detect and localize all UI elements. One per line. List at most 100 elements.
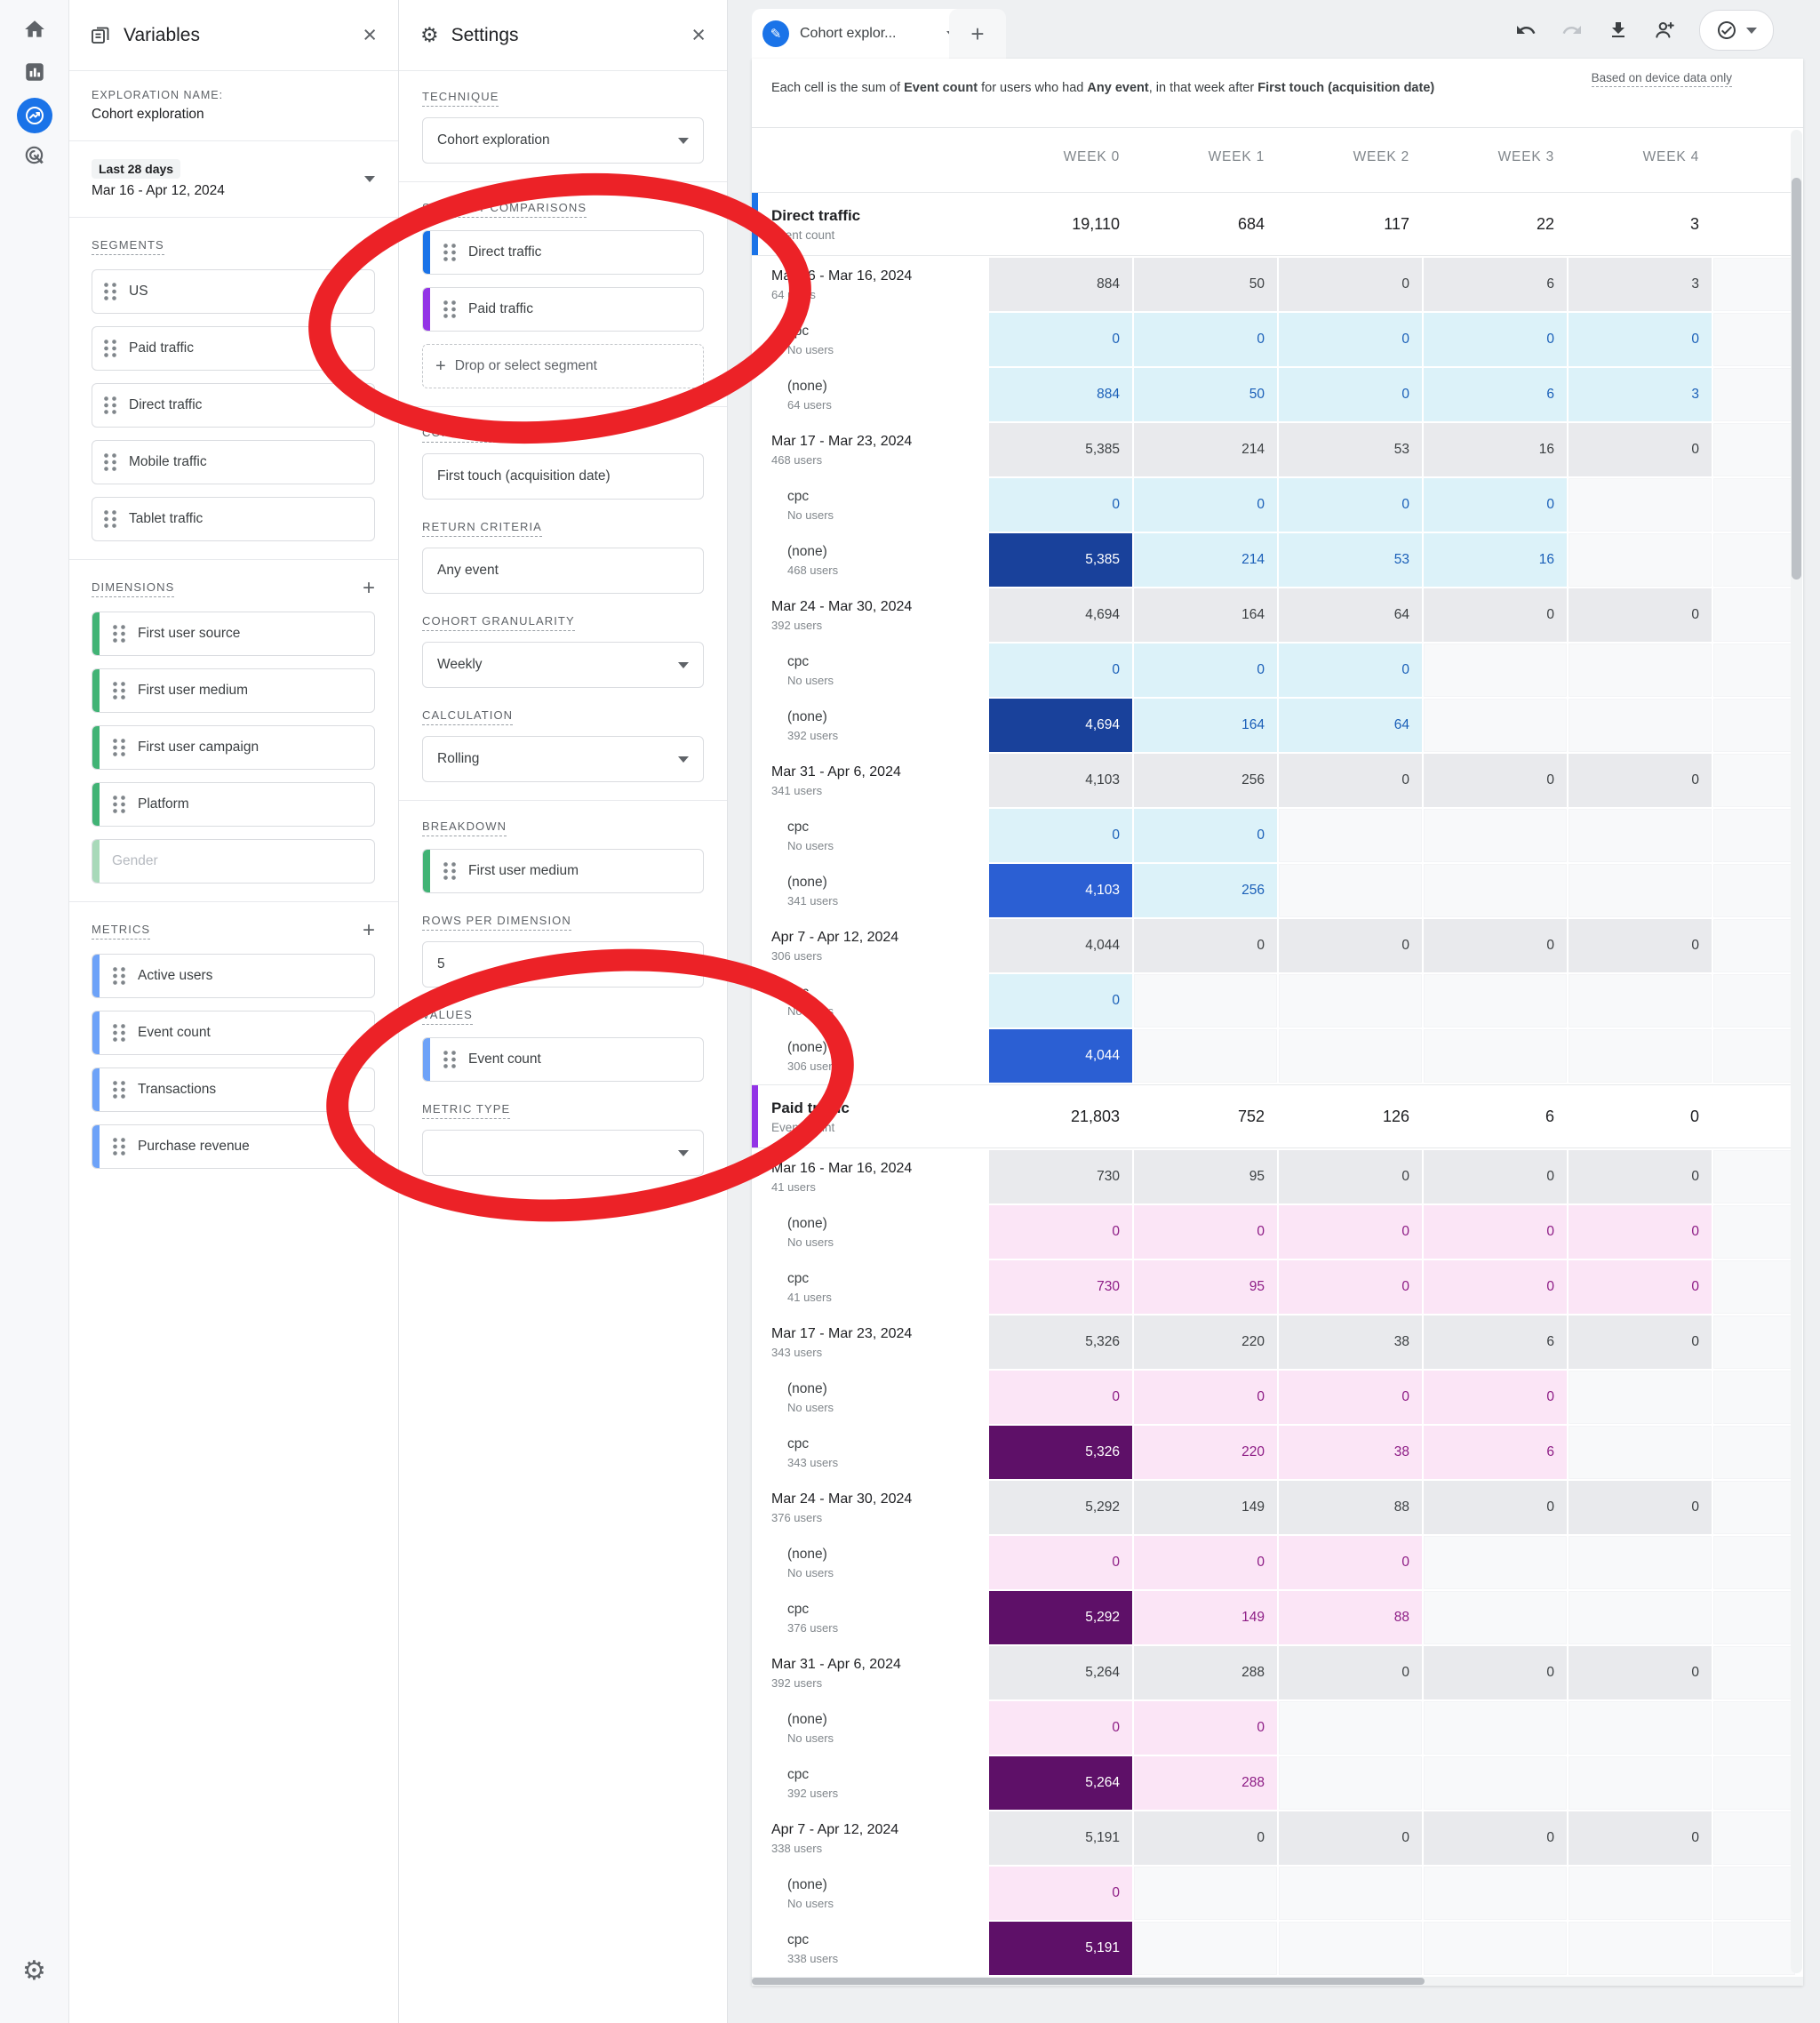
cohort-cell: 16 [1424, 423, 1567, 476]
chip-active-users[interactable]: Active users [92, 954, 375, 998]
close-settings-icon[interactable]: × [691, 21, 706, 48]
chip-color-bar [92, 1125, 100, 1168]
vertical-scrollbar[interactable] [1791, 130, 1802, 1973]
metric-type-select[interactable] [422, 1130, 704, 1176]
chip-paid-traffic[interactable]: Paid traffic [422, 287, 704, 332]
chip-color-bar [423, 850, 430, 892]
chip-platform[interactable]: Platform [92, 782, 375, 827]
chip-mobile-traffic[interactable]: Mobile traffic [92, 440, 375, 484]
filler-cell [1713, 809, 1795, 862]
cohort-cell: 4,044 [989, 1029, 1132, 1083]
drag-handle-icon[interactable] [443, 861, 457, 881]
horizontal-scrollbar-thumb[interactable] [752, 1978, 1425, 1985]
chip-first-user-campaign[interactable]: First user campaign [92, 725, 375, 770]
week-header: WEEK 0 [1063, 149, 1120, 164]
chip-first-user-medium[interactable]: First user medium [92, 668, 375, 713]
chip-first-user-medium[interactable]: First user medium [422, 849, 704, 893]
segment-metric: Event count [771, 1120, 835, 1134]
drag-handle-icon[interactable] [103, 452, 117, 472]
drag-handle-icon[interactable] [112, 624, 126, 644]
chevron-down-icon [678, 756, 689, 763]
filler-cell [1713, 1811, 1795, 1865]
add-metric-icon[interactable]: + [362, 918, 375, 942]
add-segment-icon[interactable]: + [362, 234, 375, 258]
row-label-text: Mar 17 - Mar 23, 2024 [771, 1325, 913, 1341]
chip-event-count[interactable]: Event count [92, 1011, 375, 1055]
share-with-people-icon[interactable] [1653, 19, 1676, 42]
row-label-text: (none) [787, 874, 827, 890]
drag-handle-icon[interactable] [443, 1050, 457, 1069]
drag-handle-icon[interactable] [443, 243, 457, 262]
rows-per-dimension-select[interactable]: 5 [422, 941, 704, 988]
undo-icon[interactable] [1514, 19, 1537, 42]
segment-drop-zone[interactable]: + Drop or select segment [422, 344, 704, 388]
settings-gear-icon: ⚙ [420, 23, 439, 46]
drag-handle-icon[interactable] [112, 795, 126, 814]
add-dimension-icon[interactable]: + [362, 576, 375, 600]
table-description: Each cell is the sum of Event count for … [771, 81, 1435, 95]
add-tab-button[interactable]: + [949, 9, 1006, 59]
row-label-text: (none) [787, 1711, 827, 1727]
cohort-cell: 0 [989, 1867, 1132, 1920]
drag-handle-icon[interactable] [112, 681, 126, 700]
cohort-cell [1569, 1426, 1712, 1479]
cohort-granularity-select[interactable]: Weekly [422, 642, 704, 688]
row-users-count: No users [787, 1731, 834, 1745]
cohort-cell [1424, 1756, 1567, 1810]
home-icon[interactable] [23, 18, 46, 41]
chip-us[interactable]: US [92, 269, 375, 314]
redo-icon[interactable] [1561, 19, 1584, 42]
close-variables-icon[interactable]: × [363, 21, 377, 48]
chip-purchase-revenue[interactable]: Purchase revenue [92, 1124, 375, 1169]
cohort-cell: 0 [1424, 588, 1567, 642]
row-users-count: 64 users [771, 287, 816, 301]
return-criteria-select[interactable]: Any event [422, 548, 704, 594]
drag-handle-icon[interactable] [112, 966, 126, 986]
admin-gear-icon[interactable]: ⚙ [22, 1956, 46, 1986]
chip-tablet-traffic[interactable]: Tablet traffic [92, 497, 375, 541]
drag-handle-icon[interactable] [112, 1080, 126, 1099]
vertical-scrollbar-thumb[interactable] [1792, 178, 1801, 580]
chip-transactions[interactable]: Transactions [92, 1067, 375, 1112]
cohort-cell [1569, 1371, 1712, 1424]
date-range-picker[interactable]: Last 28 days Mar 16 - Apr 12, 2024 [68, 141, 398, 218]
drag-handle-icon[interactable] [103, 282, 117, 301]
chip-direct-traffic[interactable]: Direct traffic [422, 230, 704, 275]
filler-cell [1713, 1646, 1795, 1699]
drag-handle-icon[interactable] [103, 396, 117, 415]
technique-select[interactable]: Cohort exploration [422, 117, 704, 164]
cohort-inclusion-select[interactable]: First touch (acquisition date) [422, 453, 704, 500]
cohort-cell: 0 [1569, 754, 1712, 807]
explore-icon[interactable] [16, 98, 52, 133]
drag-handle-icon[interactable] [112, 738, 126, 757]
row-label-text: (none) [787, 1546, 827, 1562]
cohort-cell: 4,044 [989, 919, 1132, 972]
chip-gender[interactable]: Gender [92, 839, 375, 884]
apply-actions-button[interactable] [1699, 10, 1774, 51]
chip-first-user-source[interactable]: First user source [92, 612, 375, 656]
horizontal-scrollbar[interactable] [752, 1977, 1803, 1986]
date-preset-chip[interactable]: Last 28 days [92, 159, 181, 179]
cohort-cell: 0 [1569, 1811, 1712, 1865]
download-icon[interactable] [1607, 19, 1630, 42]
drag-handle-icon[interactable] [443, 300, 457, 319]
reports-icon[interactable] [23, 60, 46, 84]
tab-cohort-exploration[interactable]: ✎ Cohort explor... [752, 9, 968, 59]
drag-handle-icon[interactable] [103, 509, 117, 529]
chip-event-count[interactable]: Event count [422, 1037, 704, 1082]
drag-handle-icon[interactable] [103, 339, 117, 358]
chip-color-bar [92, 783, 100, 826]
drag-handle-icon[interactable] [112, 1137, 126, 1156]
row-users-count: 343 users [787, 1455, 839, 1469]
drag-handle-icon[interactable] [112, 1023, 126, 1043]
device-data-link[interactable]: Based on device data only [1591, 71, 1732, 87]
advertising-icon[interactable] [23, 144, 46, 167]
calculation-select[interactable]: Rolling [422, 736, 704, 782]
chip-label: First user source [138, 626, 241, 641]
cohort-date-row: Mar 16 - Mar 16, 2024 41 users 730 95 0 0 0 [752, 1150, 1795, 1203]
cohort-cell: 220 [1134, 1426, 1277, 1479]
exploration-name-value[interactable]: Cohort exploration [92, 107, 204, 122]
chip-paid-traffic[interactable]: Paid traffic [92, 326, 375, 371]
chevron-down-icon[interactable] [364, 176, 375, 182]
chip-direct-traffic[interactable]: Direct traffic [92, 383, 375, 428]
